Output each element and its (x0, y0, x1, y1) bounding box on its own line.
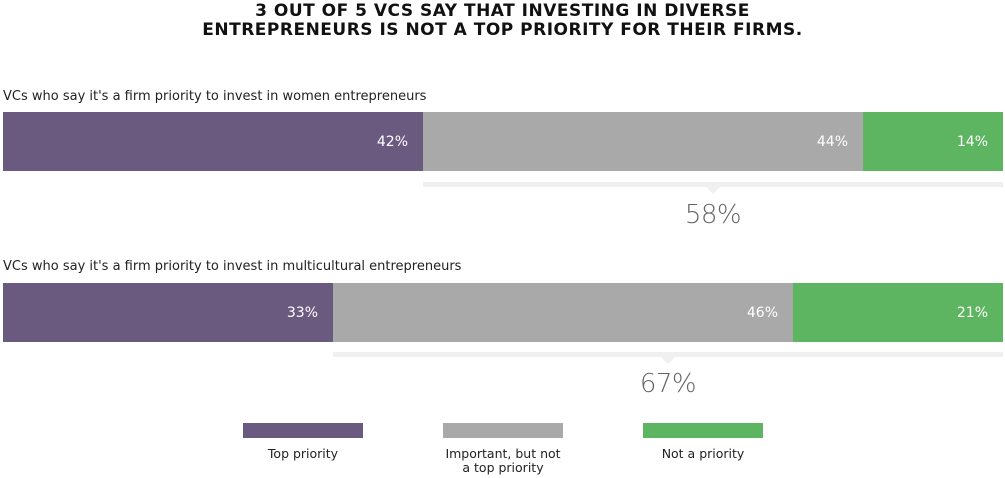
bar-segment-3: 14% (863, 112, 1003, 171)
bar-segment-1: 42% (3, 112, 423, 171)
legend-label-line: Not a priority (661, 446, 745, 461)
bracket-notch (706, 187, 720, 194)
legend-label-line: Top priority (267, 446, 339, 461)
summary-percent: 58% (684, 200, 742, 230)
legend-label: Top priority (223, 447, 383, 461)
bar-segment-1: 33% (3, 283, 333, 342)
stacked-bar: 42% 44% 14% (3, 112, 1003, 171)
title-line-2: ENTREPRENEURS IS NOT A TOP PRIORITY FOR … (202, 20, 803, 40)
legend-label-line: Important, but not (445, 446, 561, 461)
data-label: 21% (956, 304, 988, 321)
category-label: VCs who say it's a firm priority to inve… (3, 259, 462, 274)
title-line-1: 3 OUT OF 5 VCS SAY THAT INVESTING IN DIV… (255, 1, 750, 21)
legend-label: Important, but not a top priority (423, 447, 583, 475)
stacked-bar: 33% 46% 21% (3, 283, 1003, 342)
bar-segment-3: 21% (793, 283, 1003, 342)
bar-segment-2: 46% (333, 283, 793, 342)
data-label: 42% (376, 133, 408, 150)
data-label: 46% (746, 304, 778, 321)
legend-swatch (643, 423, 763, 438)
chart-title: 3 OUT OF 5 VCS SAY THAT INVESTING IN DIV… (0, 2, 1005, 40)
bar-segment-2: 44% (423, 112, 863, 171)
category-label: VCs who say it's a firm priority to inve… (3, 89, 427, 104)
legend-swatch (443, 423, 563, 438)
data-label: 44% (816, 133, 848, 150)
legend-label: Not a priority (623, 447, 783, 461)
bracket-notch (661, 357, 675, 364)
data-label: 14% (956, 133, 988, 150)
summary-percent: 67% (639, 369, 697, 399)
summary-bracket (423, 182, 1003, 194)
summary-bracket (333, 352, 1003, 364)
legend-swatch (243, 423, 363, 438)
data-label: 33% (286, 304, 318, 321)
legend-label-line: a top priority (462, 460, 544, 475)
